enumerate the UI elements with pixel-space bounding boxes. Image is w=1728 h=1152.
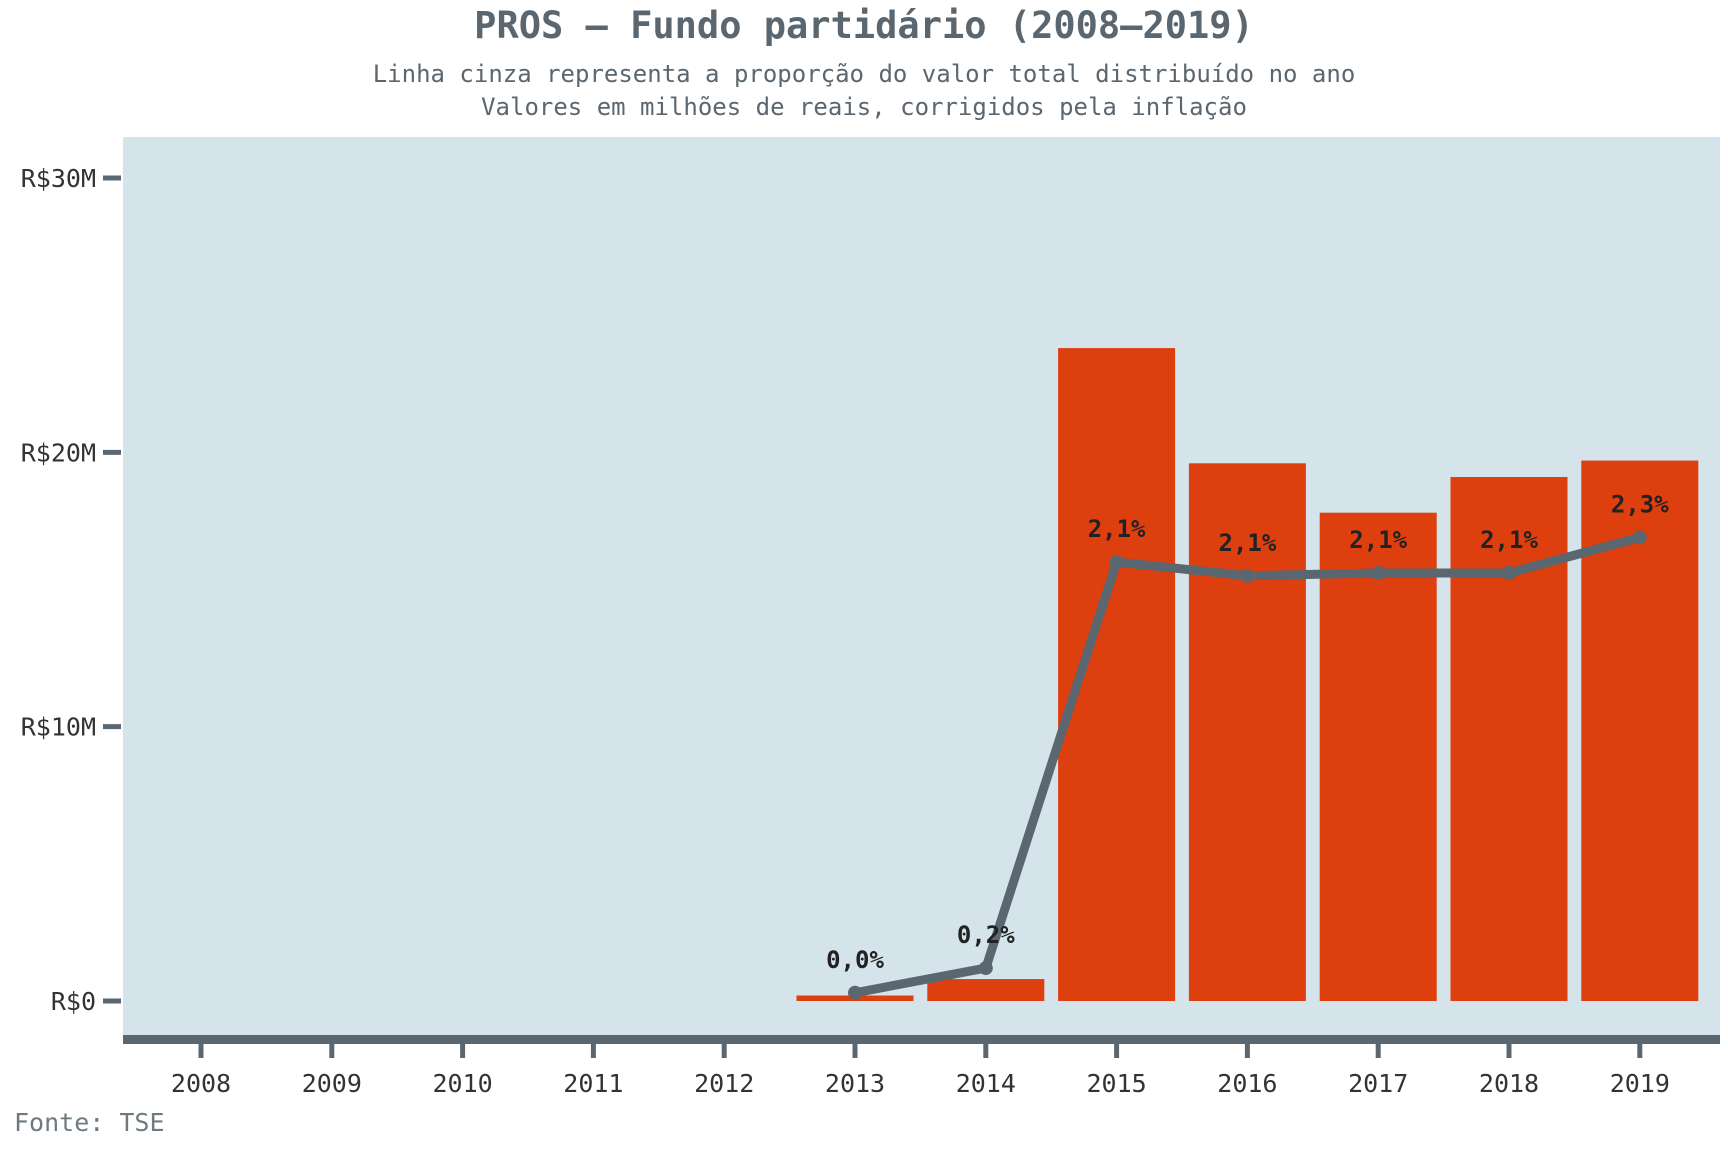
proportion-point-2018 xyxy=(1502,566,1516,581)
bar-2016 xyxy=(1188,463,1306,1002)
proportion-point-2014 xyxy=(978,961,993,976)
proportion-point-2016 xyxy=(1240,568,1255,583)
chart-title: PROS – Fundo partidário (2008–2019) xyxy=(474,4,1254,47)
x-tick-label: 2010 xyxy=(432,1069,492,1098)
proportion-point-2013 xyxy=(848,985,862,1000)
x-tick-label: 2018 xyxy=(1479,1069,1539,1098)
proportion-label-2017: 2,1% xyxy=(1349,526,1407,554)
chart-subtitle-line2: Valores em milhões de reais, corrigidos … xyxy=(481,93,1247,121)
proportion-label-2016: 2,1% xyxy=(1219,529,1277,557)
y-tick-label: R$0 xyxy=(51,987,96,1016)
x-tick-label: 2015 xyxy=(1086,1069,1146,1098)
x-tick-label: 2019 xyxy=(1610,1069,1670,1098)
x-tick-label: 2009 xyxy=(302,1069,362,1098)
x-tick-label: 2011 xyxy=(563,1069,623,1098)
x-tick-label: 2016 xyxy=(1217,1069,1277,1098)
bar-2017 xyxy=(1319,512,1437,1001)
bar-2014 xyxy=(927,979,1045,1001)
x-tick-label: 2017 xyxy=(1348,1069,1408,1098)
proportion-point-2017 xyxy=(1371,566,1386,581)
proportion-label-2019: 2,3% xyxy=(1611,490,1669,518)
x-tick-label: 2013 xyxy=(825,1069,885,1098)
y-tick-label: R$10M xyxy=(21,713,96,742)
bar-2018 xyxy=(1450,477,1568,1002)
y-tick-label: R$30M xyxy=(21,164,96,193)
proportion-label-2013: 0,0% xyxy=(826,946,884,974)
proportion-label-2015: 2,1% xyxy=(1088,515,1146,543)
proportion-point-2019 xyxy=(1632,530,1647,545)
proportion-label-2018: 2,1% xyxy=(1480,526,1538,554)
x-axis-line xyxy=(123,1035,1720,1044)
y-tick-label: R$20M xyxy=(21,438,96,467)
x-tick-label: 2014 xyxy=(956,1069,1016,1098)
chart-subtitle-line1: Linha cinza representa a proporção do va… xyxy=(372,60,1356,88)
x-tick-label: 2008 xyxy=(171,1069,231,1098)
source-note: Fonte: TSE xyxy=(14,1108,165,1137)
proportion-label-2014: 0,2% xyxy=(957,921,1015,949)
x-tick-label: 2012 xyxy=(694,1069,754,1098)
proportion-point-2015 xyxy=(1109,555,1124,570)
